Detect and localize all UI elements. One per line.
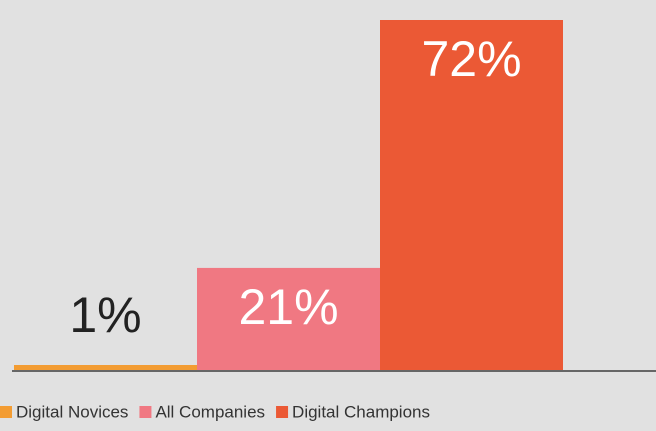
bar xyxy=(14,365,197,370)
bar xyxy=(197,267,380,370)
legend-swatch xyxy=(0,406,12,418)
value-label: 21% xyxy=(238,279,338,335)
legend-swatch xyxy=(139,406,152,418)
legend-label: Digital Novices xyxy=(16,402,128,421)
value-label: 72% xyxy=(421,31,521,87)
legend-label: All Companies xyxy=(155,402,265,421)
value-label: 1% xyxy=(69,287,141,343)
legend-label: Digital Champions xyxy=(292,402,430,421)
legend-swatch xyxy=(276,406,289,418)
bar xyxy=(380,20,563,370)
